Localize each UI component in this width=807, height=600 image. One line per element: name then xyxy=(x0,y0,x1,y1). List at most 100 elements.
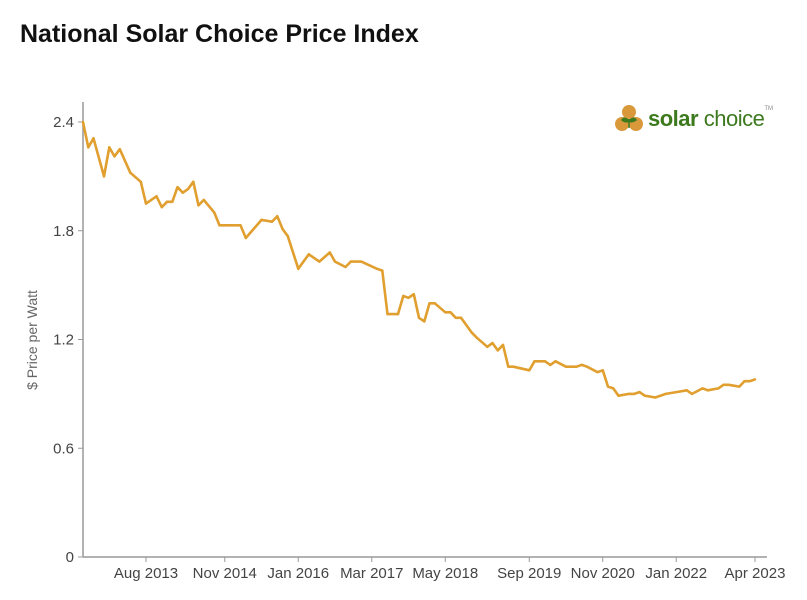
data-point xyxy=(554,360,557,363)
chart-title: National Solar Choice Price Index xyxy=(20,20,419,48)
data-point xyxy=(192,180,195,184)
data-point xyxy=(349,260,352,263)
data-point xyxy=(585,365,589,368)
data-point xyxy=(396,312,400,316)
sun-orbs-icon xyxy=(615,105,643,131)
data-point xyxy=(412,292,415,296)
data-point xyxy=(307,253,310,256)
data-point xyxy=(239,224,242,227)
data-point xyxy=(727,383,730,387)
x-tick-label: Jan 2016 xyxy=(267,565,329,582)
data-point xyxy=(617,394,620,397)
data-point xyxy=(627,392,631,396)
data-point xyxy=(685,389,688,392)
data-point xyxy=(706,389,709,392)
data-point xyxy=(108,146,111,149)
data-point xyxy=(333,260,337,263)
data-point xyxy=(643,394,646,397)
data-point xyxy=(543,360,547,363)
data-point xyxy=(202,198,205,202)
x-tick-label: Sep 2019 xyxy=(497,565,561,582)
data-point xyxy=(213,211,216,214)
data-point xyxy=(181,191,184,194)
y-tick-label: 1.8 xyxy=(53,223,74,240)
data-point xyxy=(81,120,85,124)
data-point xyxy=(328,251,331,254)
y-tick-label: 0 xyxy=(66,549,74,566)
data-point xyxy=(743,379,746,383)
data-point xyxy=(386,312,389,316)
data-point xyxy=(144,202,148,205)
data-point xyxy=(218,224,221,227)
data-point xyxy=(433,302,436,305)
data-point xyxy=(270,220,274,223)
y-tick-label: 0.6 xyxy=(53,440,74,457)
logo-trademark: TM xyxy=(764,106,773,112)
data-point xyxy=(260,218,263,222)
data-point xyxy=(118,147,121,151)
data-point xyxy=(606,385,610,388)
data-point xyxy=(533,360,536,363)
data-point xyxy=(449,311,452,314)
data-point xyxy=(428,302,431,305)
x-tick-label: Jan 2022 xyxy=(645,565,707,582)
data-point xyxy=(596,370,599,374)
y-axis-label: $ Price per Watt xyxy=(24,290,40,390)
data-point xyxy=(402,294,405,298)
data-point xyxy=(375,267,379,271)
y-tick-label: 2.4 xyxy=(53,114,74,131)
data-point xyxy=(659,394,662,397)
data-point xyxy=(486,345,489,348)
data-point xyxy=(318,260,321,263)
data-point xyxy=(748,379,751,383)
data-point xyxy=(276,215,279,218)
data-point xyxy=(165,200,169,203)
data-point xyxy=(753,378,757,381)
data-point xyxy=(102,175,106,178)
data-point xyxy=(244,236,247,240)
data-point xyxy=(281,227,284,231)
data-point xyxy=(612,387,615,390)
data-point xyxy=(475,336,478,339)
data-point xyxy=(176,186,179,189)
data-point xyxy=(638,390,641,394)
data-point xyxy=(459,316,463,319)
data-point xyxy=(381,269,384,272)
data-point xyxy=(407,296,410,300)
x-tick-label: Nov 2020 xyxy=(571,565,635,582)
data-point xyxy=(197,204,200,207)
data-point xyxy=(87,146,90,149)
data-point xyxy=(171,200,174,203)
data-point xyxy=(344,265,347,269)
data-point xyxy=(470,331,473,334)
data-point xyxy=(501,343,505,347)
x-tick-label: Apr 2023 xyxy=(725,565,786,582)
data-point xyxy=(633,392,636,396)
price-series-line xyxy=(81,121,756,399)
data-point xyxy=(690,392,694,396)
data-point xyxy=(491,341,494,345)
data-point xyxy=(507,365,510,368)
data-point xyxy=(675,390,678,394)
x-tick-label: Nov 2014 xyxy=(193,565,257,582)
data-point xyxy=(512,365,515,368)
data-point xyxy=(92,137,95,140)
x-tick-label: Mar 2017 xyxy=(340,565,403,582)
data-point xyxy=(549,363,552,367)
data-point xyxy=(738,385,741,388)
x-tick-label: Aug 2013 xyxy=(114,565,178,582)
data-point xyxy=(444,311,447,314)
data-point xyxy=(160,205,163,209)
data-point xyxy=(155,195,158,198)
data-point xyxy=(417,316,421,319)
data-point xyxy=(701,387,704,390)
solar-choice-logo: solar choice TM xyxy=(614,104,773,134)
data-point xyxy=(664,392,667,396)
data-point xyxy=(564,365,568,368)
logo-text: solar choice xyxy=(648,106,765,131)
data-point xyxy=(139,180,142,184)
data-point xyxy=(186,187,190,191)
data-point xyxy=(717,387,720,390)
data-point xyxy=(423,320,426,323)
data-point xyxy=(722,383,725,387)
